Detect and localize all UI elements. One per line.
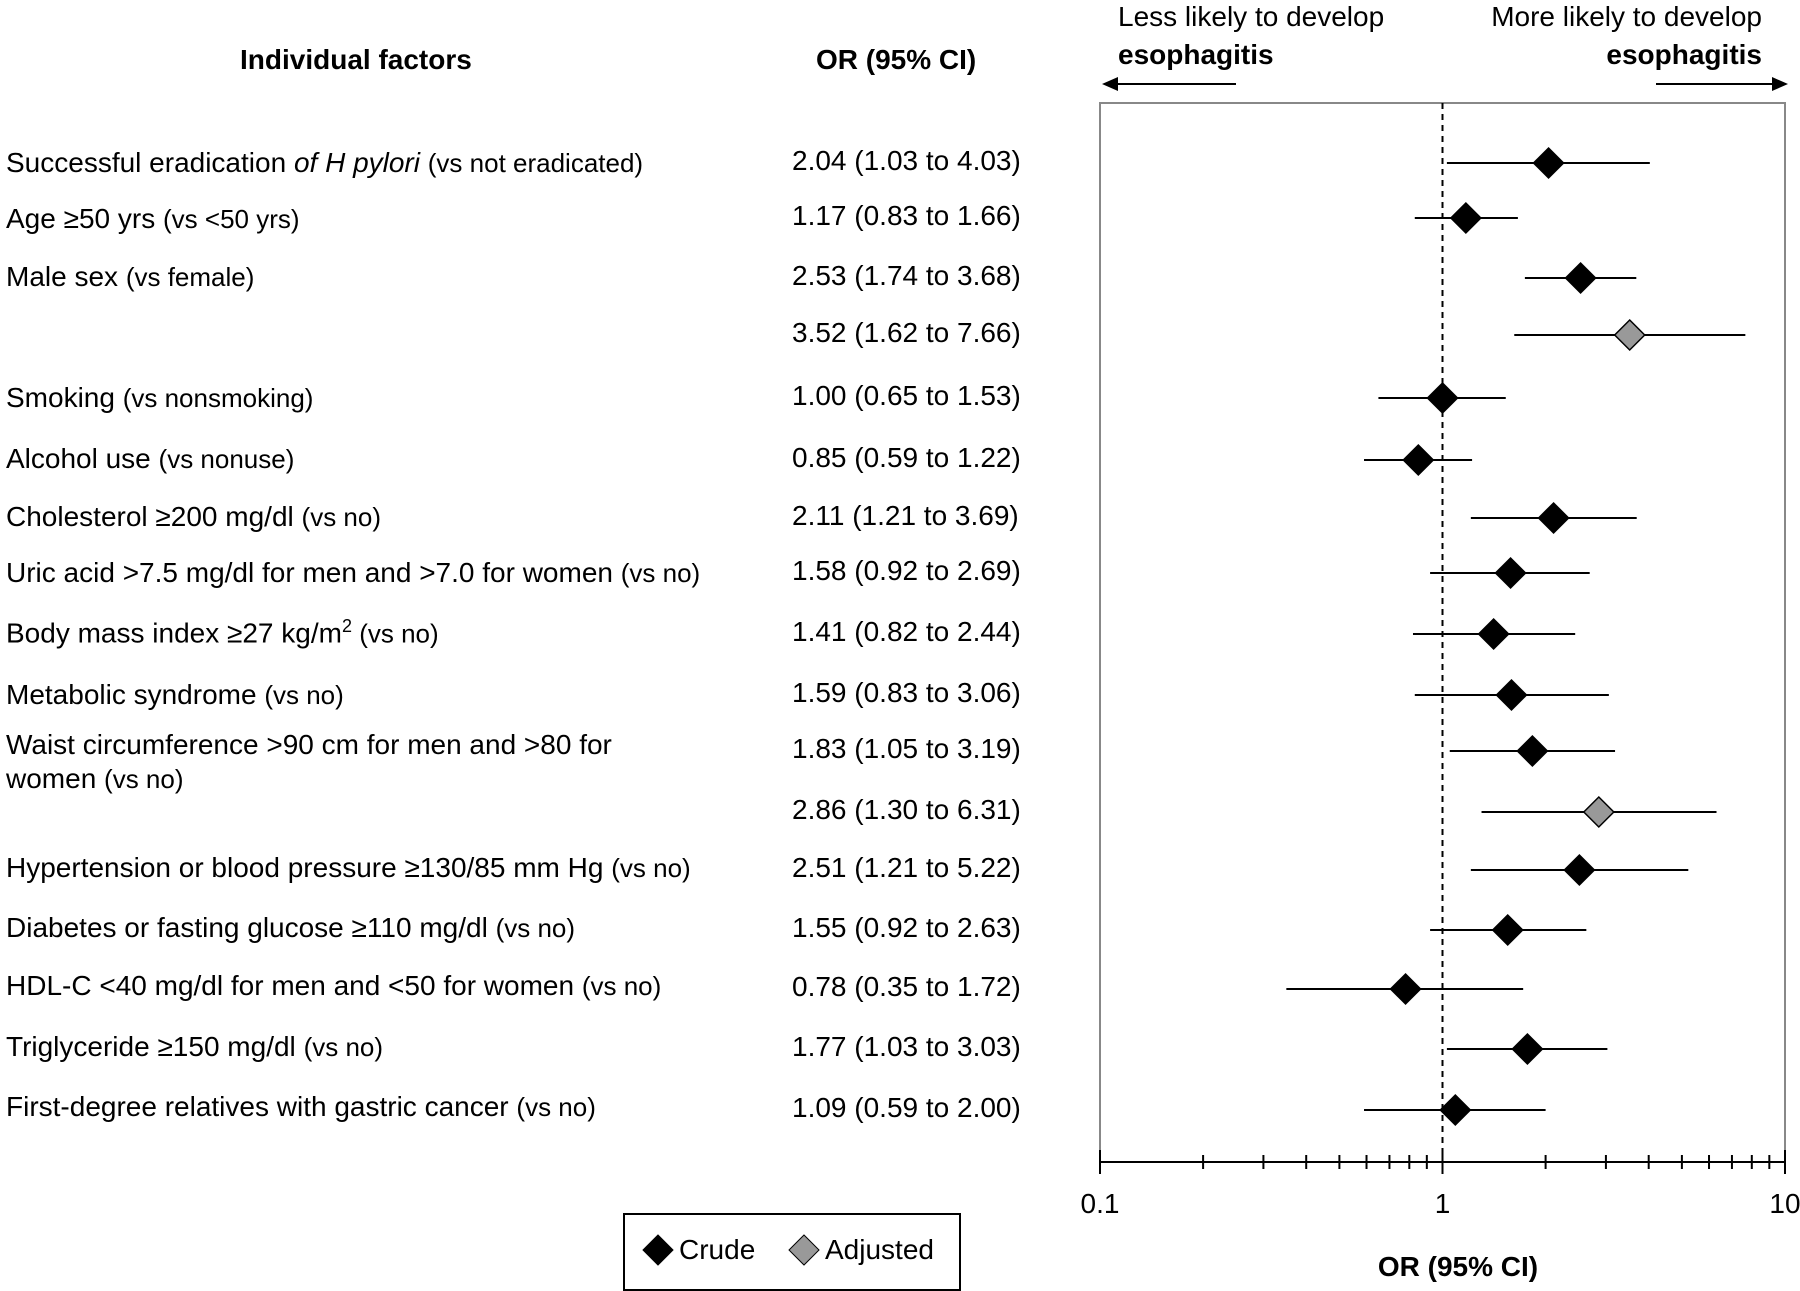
or-ci-value: 1.09 (0.59 to 2.00) — [792, 1092, 1021, 1123]
or-ci-header: OR (95% CI) — [816, 44, 977, 75]
more-likely-esophagitis-label: esophagitis — [1606, 39, 1762, 70]
legend: Crude Adjusted — [623, 1213, 961, 1291]
factor-label: HDL-C <40 mg/dl for men and <50 for wome… — [6, 970, 662, 1001]
factor-label: First-degree relatives with gastric canc… — [6, 1091, 596, 1122]
or-ci-value: 1.83 (1.05 to 3.19) — [792, 733, 1021, 764]
crude-or-point — [1477, 617, 1510, 651]
factor-label: Successful eradication of H pylori (vs n… — [6, 147, 644, 178]
x-tick-label: 0.1 — [1081, 1188, 1120, 1219]
or-ci-value: 0.85 (0.59 to 1.22) — [792, 442, 1021, 473]
crude-or-point — [1537, 501, 1570, 535]
less-likely-esophagitis-label: esophagitis — [1118, 39, 1274, 70]
crude-or-point — [1494, 556, 1527, 590]
or-ci-value: 1.55 (0.92 to 2.63) — [792, 912, 1021, 943]
x-axis-title: OR (95% CI) — [1378, 1251, 1538, 1282]
factor-label: Triglyceride ≥150 mg/dl (vs no) — [6, 1031, 384, 1062]
legend-adjusted-label: Adjusted — [825, 1234, 934, 1265]
crude-or-point — [1563, 853, 1596, 887]
or-ci-value: 1.00 (0.65 to 1.53) — [792, 380, 1021, 411]
crude-diamond-icon — [642, 1234, 674, 1266]
or-ci-value: 2.11 (1.21 to 3.69) — [792, 500, 1019, 531]
crude-or-point — [1449, 201, 1482, 235]
factor-label: Diabetes or fasting glucose ≥110 mg/dl (… — [6, 912, 576, 943]
direction-annotation: Less likely to develop esophagitis More li… — [1102, 1, 1788, 91]
factor-label: Male sex (vs female) — [6, 261, 255, 292]
or-ci-value: 2.86 (1.30 to 6.31) — [792, 794, 1021, 825]
factor-label: Cholesterol ≥200 mg/dl (vs no) — [6, 501, 381, 532]
crude-or-point — [1511, 1032, 1544, 1066]
crude-or-point — [1402, 443, 1435, 477]
crude-or-point — [1495, 678, 1528, 712]
crude-or-point — [1532, 146, 1565, 180]
or-ci-value: 1.17 (0.83 to 1.66) — [792, 200, 1021, 231]
crude-or-point — [1426, 381, 1459, 415]
factor-label: Smoking (vs nonsmoking) — [6, 382, 314, 413]
or-ci-value: 1.77 (1.03 to 3.03) — [792, 1031, 1021, 1062]
or-ci-value: 2.51 (1.21 to 5.22) — [792, 852, 1021, 883]
x-tick-label: 1 — [1435, 1188, 1451, 1219]
crude-or-point — [1491, 913, 1524, 947]
factor-label: Age ≥50 yrs (vs <50 yrs) — [6, 203, 300, 234]
factor-label: Hypertension or blood pressure ≥130/85 m… — [6, 852, 691, 883]
or-ci-value: 1.58 (0.92 to 2.69) — [792, 555, 1021, 586]
legend-crude-label: Crude — [679, 1234, 756, 1265]
right-arrow-head — [1772, 77, 1788, 91]
factor-label: Waist circumference >90 cm for men and >… — [6, 729, 612, 794]
crude-or-point — [1516, 734, 1549, 768]
crude-or-point — [1564, 261, 1597, 295]
crude-or-point — [1439, 1093, 1472, 1127]
legend-item-crude: Crude — [641, 1233, 755, 1267]
x-tick-label: 10 — [1769, 1188, 1800, 1219]
factor-label: Uric acid >7.5 mg/dl for men and >7.0 fo… — [6, 557, 701, 588]
or-ci-value: 1.59 (0.83 to 3.06) — [792, 677, 1021, 708]
factor-label: Metabolic syndrome (vs no) — [6, 679, 344, 710]
or-ci-value: 0.78 (0.35 to 1.72) — [792, 971, 1021, 1002]
adjusted-or-point — [1582, 795, 1615, 829]
factor-label: Alcohol use (vs nonuse) — [6, 443, 295, 474]
less-likely-label: Less likely to develop — [1118, 1, 1384, 32]
more-likely-label: More likely to develop — [1491, 1, 1762, 32]
adjusted-or-point — [1613, 318, 1646, 352]
adjusted-diamond-icon — [788, 1234, 820, 1266]
or-ci-value: 3.52 (1.62 to 7.66) — [792, 317, 1021, 348]
or-ci-value: 2.53 (1.74 to 3.68) — [792, 260, 1021, 291]
factors-header: Individual factors — [240, 44, 472, 75]
left-arrow-head — [1102, 77, 1118, 91]
legend-item-adjusted: Adjusted — [787, 1233, 934, 1267]
or-ci-value: 2.04 (1.03 to 4.03) — [792, 145, 1021, 176]
or-ci-value: 1.41 (0.82 to 2.44) — [792, 616, 1021, 647]
factor-label: Body mass index ≥27 kg/m2 (vs no) — [6, 616, 439, 649]
crude-or-point — [1389, 972, 1422, 1006]
